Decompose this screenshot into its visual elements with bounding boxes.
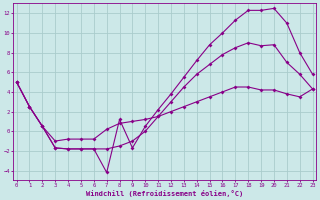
X-axis label: Windchill (Refroidissement éolien,°C): Windchill (Refroidissement éolien,°C)	[86, 190, 243, 197]
